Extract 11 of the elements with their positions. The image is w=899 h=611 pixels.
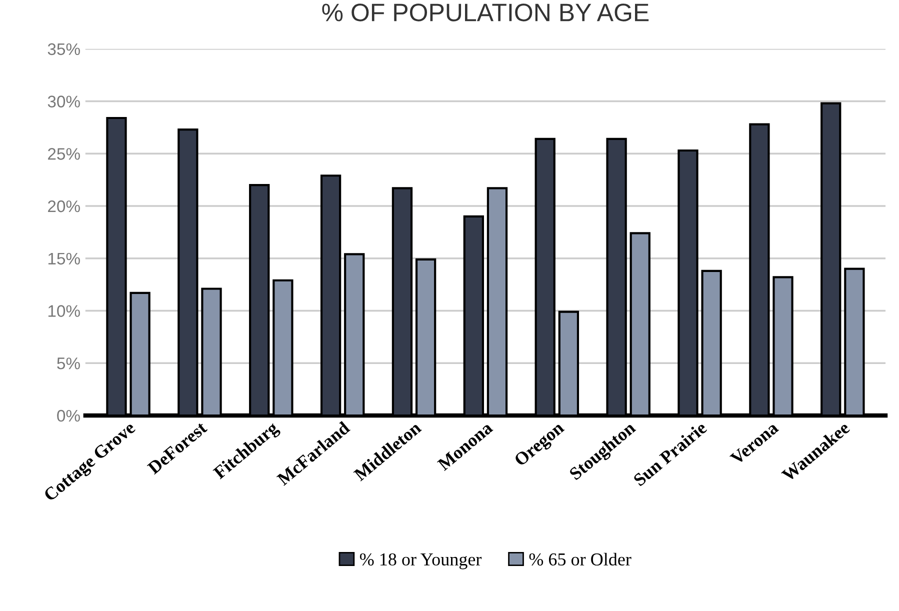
legend-label: % 18 or Younger: [360, 553, 482, 570]
chart-title: % OF POPULATION BY AGE: [322, 4, 649, 22]
y-tick-label: 0%: [57, 410, 80, 422]
legend-label: % 65 or Older: [529, 552, 632, 566]
y-tick-label: 5%: [57, 358, 80, 370]
y-tick-label: 30%: [48, 96, 80, 108]
y-tick-label: 10%: [48, 305, 80, 317]
y-tick-label: 35%: [48, 43, 80, 56]
y-tick-label: 15%: [48, 252, 80, 265]
y-tick-label: 20%: [48, 200, 80, 212]
y-tick-label: 25%: [48, 148, 80, 160]
